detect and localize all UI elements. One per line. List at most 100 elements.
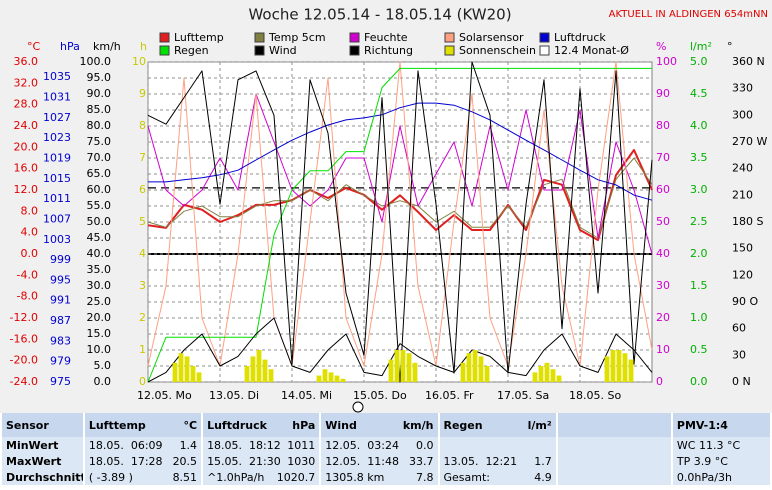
blank-cell xyxy=(557,437,671,453)
legend-label: 12.4 Monat-Ø xyxy=(554,44,629,57)
y-tick-label: 36.0 xyxy=(14,55,39,68)
pmv-cell: WC 11.3 °C xyxy=(672,437,770,453)
sunshine-bar xyxy=(244,366,250,382)
y-tick-label: -8.0 xyxy=(17,290,38,303)
sunshine-bar xyxy=(172,362,178,382)
sunshine-bar xyxy=(484,366,490,382)
legend-swatch[interactable] xyxy=(444,32,455,43)
y-tick-label: 0.0 xyxy=(21,247,39,260)
axis-unit: % xyxy=(656,40,666,53)
cell: Gesamt: 4.9 xyxy=(439,469,556,485)
sunshine-bar xyxy=(268,369,274,382)
header-cell: Wind km/h xyxy=(321,413,438,437)
cell: 18.05. 06:09 1.4 xyxy=(84,437,202,453)
cell: ( -3.89 ) 8.51 xyxy=(84,469,202,485)
y-tick-label: 3 xyxy=(139,279,146,292)
y-tick-label: 0 N xyxy=(732,375,751,388)
y-tick-label: 90 O xyxy=(732,295,758,308)
y-tick-label: 0.0 xyxy=(690,375,708,388)
slider-handle[interactable] xyxy=(352,401,364,413)
x-tick-label: 16.05. Fr xyxy=(425,389,474,402)
axis-unit: hPa xyxy=(60,40,80,53)
y-tick-label: 0.0 xyxy=(94,375,112,388)
legend-swatch[interactable] xyxy=(159,32,170,43)
axis-unit: °C xyxy=(27,40,41,53)
y-tick-label: 16.0 xyxy=(14,162,39,175)
y-tick-label: 300 xyxy=(732,108,753,121)
y-tick-label: 999 xyxy=(50,253,71,266)
y-tick-label: 2 xyxy=(139,311,146,324)
legend-label: Lufttemp xyxy=(174,31,224,44)
y-tick-label: 25.0 xyxy=(87,295,112,308)
y-tick-label: 180 S xyxy=(732,215,763,228)
legend-swatch[interactable] xyxy=(444,45,455,56)
sunshine-bar xyxy=(196,372,202,382)
legend-swatch[interactable] xyxy=(539,32,550,43)
header-cell: Luftdruck hPa xyxy=(203,413,320,437)
x-tick-label: 12.05. Mo xyxy=(137,389,192,402)
y-tick-label: 2.0 xyxy=(690,247,708,260)
row-label: MaxWert xyxy=(2,453,83,469)
y-tick-label: 1.0 xyxy=(690,311,708,324)
y-tick-label: 3.0 xyxy=(690,183,708,196)
cell-value: 4.9 xyxy=(534,470,552,484)
y-tick-label: 30 xyxy=(656,279,670,292)
y-tick-label: 20 xyxy=(656,311,670,324)
cell: 13.05. 12:21 1.7 xyxy=(439,453,556,469)
y-tick-label: 80.0 xyxy=(87,119,112,132)
legend-swatch[interactable] xyxy=(539,45,550,56)
cell xyxy=(439,437,556,453)
notice: AKTUELL IN ALDINGEN 654mNN xyxy=(609,9,768,20)
series-line xyxy=(147,67,652,383)
legend-swatch[interactable] xyxy=(254,45,265,56)
y-tick-label: 80 xyxy=(656,119,670,132)
cell-note: 18.05. 06:09 xyxy=(88,438,163,452)
y-tick-label: 90.0 xyxy=(87,87,112,100)
axis-unit: l/m² xyxy=(690,40,712,53)
cell-value: 33.7 xyxy=(409,454,434,468)
legend-swatch[interactable] xyxy=(349,32,360,43)
x-tick-label: 14.05. Mi xyxy=(281,389,332,402)
series-line xyxy=(148,102,653,201)
sunshine-bar xyxy=(178,353,184,382)
y-tick-label: 85.0 xyxy=(87,103,112,116)
y-tick-label: -24.0 xyxy=(10,375,38,388)
sunshine-bar xyxy=(550,369,556,382)
legend-label: Luftdruck xyxy=(554,31,606,44)
sunshine-bar xyxy=(184,356,190,382)
cell-value: 1.7 xyxy=(534,454,552,468)
y-tick-label: 50.0 xyxy=(87,215,112,228)
legend-swatch[interactable] xyxy=(254,32,265,43)
y-tick-label: 8 xyxy=(139,119,146,132)
header-cell: Sensor xyxy=(2,413,83,437)
y-tick-label: 45.0 xyxy=(87,231,112,244)
chart-title: Woche 12.05.14 - 18.05.14 (KW20) xyxy=(248,6,511,24)
sunshine-bar xyxy=(604,356,610,382)
header-cell: Regen l/m² xyxy=(439,413,556,437)
y-tick-label: 50 xyxy=(656,215,670,228)
legend-swatch[interactable] xyxy=(349,45,360,56)
sunshine-bar xyxy=(628,359,634,382)
y-tick-label: -4.0 xyxy=(17,268,38,281)
y-tick-label: 90 xyxy=(656,87,670,100)
y-tick-label: 4.0 xyxy=(21,226,39,239)
y-tick-label: 1031 xyxy=(43,91,71,104)
legend-label: Sonnenschein xyxy=(459,44,536,57)
y-tick-label: 5.0 xyxy=(94,359,112,372)
legend-swatch[interactable] xyxy=(159,45,170,56)
cell-value: 1030 xyxy=(287,454,316,468)
y-tick-label: 70 xyxy=(656,151,670,164)
y-tick-label: 10 xyxy=(132,55,146,68)
sunshine-bar xyxy=(328,372,334,382)
column-unit: °C xyxy=(183,418,198,432)
sunshine-bar xyxy=(460,362,466,382)
y-tick-label: 330 xyxy=(732,82,753,95)
y-tick-label: -20.0 xyxy=(10,354,38,367)
y-tick-label: 30.0 xyxy=(87,279,112,292)
y-tick-label: 10.0 xyxy=(87,343,112,356)
axis-unit: km/h xyxy=(93,40,121,53)
header-row: Sensor Lufttemp °C Luftdruck hPa Wind km/h Rege… xyxy=(2,413,770,437)
cell-value: 8.51 xyxy=(172,470,198,484)
y-tick-label: 12.0 xyxy=(14,183,39,196)
y-tick-label: 991 xyxy=(50,294,71,307)
